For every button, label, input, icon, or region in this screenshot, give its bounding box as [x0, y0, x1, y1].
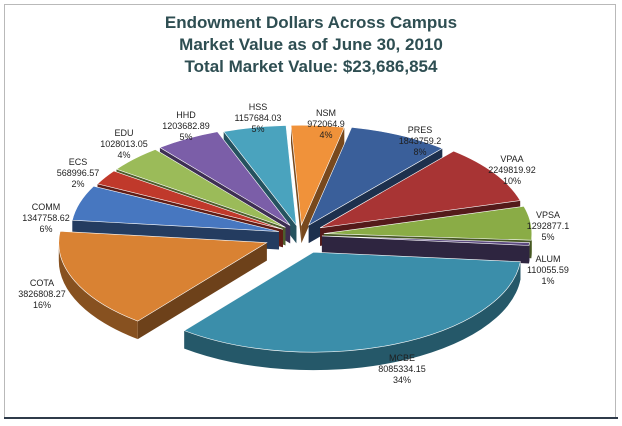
slice-mcbe	[183, 251, 521, 371]
slice-cota	[58, 230, 268, 340]
data-label-vpsa: VPSA 1292877.1 5%	[527, 210, 570, 242]
bottom-rule	[4, 417, 618, 419]
data-label-pres: PRES 1843759.2 8%	[399, 125, 442, 157]
data-label-nsm: NSM 972064.9 4%	[307, 108, 345, 140]
data-label-ecs: ECS 568996.57 2%	[57, 157, 100, 189]
data-label-hhd: HHD 1203682.89 5%	[162, 110, 210, 142]
data-label-vpaa: VPAA 2249819.92 10%	[488, 154, 536, 186]
data-label-comm: COMM 1347758.62 6%	[22, 202, 70, 234]
chart-title: Endowment Dollars Across Campus Market V…	[0, 12, 622, 78]
data-label-mcbe: MCBE 8085334.15 34%	[378, 353, 426, 385]
data-label-cota: COTA 3826808.27 16%	[18, 278, 66, 310]
data-label-alum: ALUM 110055.59 1%	[527, 254, 569, 286]
title-line-2: Market Value as of June 30, 2010	[179, 35, 443, 54]
data-label-hss: HSS 1157684.03 5%	[235, 102, 282, 134]
data-label-edu: EDU 1028013.05 4%	[100, 128, 148, 160]
title-line-3: Total Market Value: $23,686,854	[184, 57, 438, 76]
title-line-1: Endowment Dollars Across Campus	[164, 13, 458, 32]
slice-nsm	[290, 124, 345, 244]
slice-alum	[321, 235, 530, 264]
